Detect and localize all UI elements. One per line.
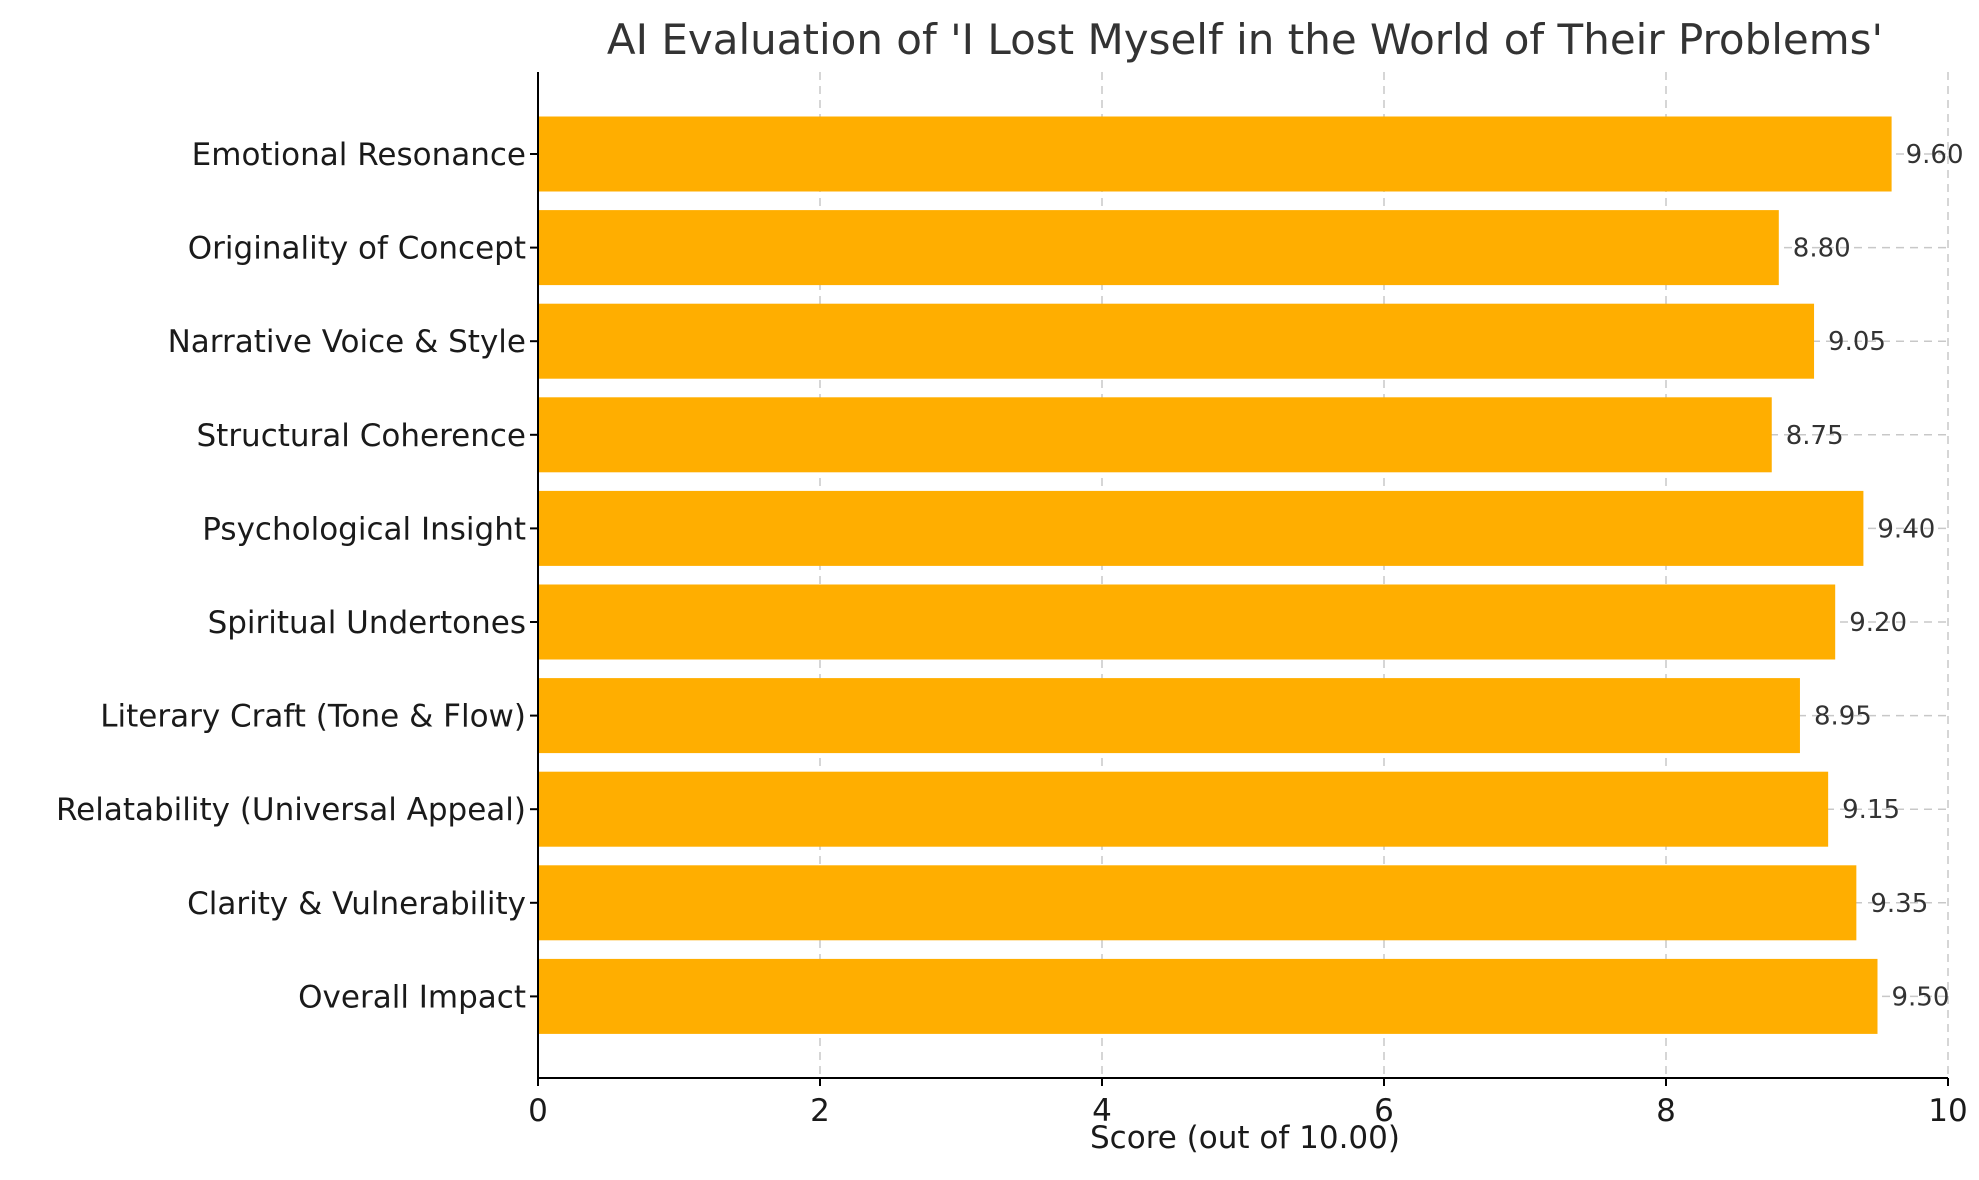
bar (538, 584, 1836, 660)
x-tick-label: 8 (1656, 1093, 1676, 1129)
bars (538, 116, 1892, 1034)
bar (538, 678, 1800, 754)
category-label: Overall Impact (298, 979, 526, 1015)
bar (538, 958, 1878, 1034)
bar (538, 116, 1892, 192)
x-tick-label: 2 (810, 1093, 830, 1129)
bar-value-label: 9.60 (1906, 140, 1964, 170)
category-label: Emotional Resonance (192, 137, 526, 173)
bar (538, 865, 1857, 941)
bar-value-label: 9.05 (1828, 327, 1886, 357)
category-label: Clarity & Vulnerability (187, 886, 526, 922)
value-labels: 9.60 8.80 9.05 8.75 9.40 9.20 8.95 9.15 9.35 9.50 (1786, 140, 1964, 1012)
bar (538, 210, 1779, 286)
category-label: Narrative Voice & Style (168, 324, 526, 360)
x-tick-label: 10 (1928, 1093, 1967, 1129)
x-axis-label: Score (out of 10.00) (1090, 1120, 1400, 1156)
x-tick-label: 0 (528, 1093, 548, 1129)
category-label: Relatability (Universal Appeal) (56, 792, 526, 828)
bar (538, 490, 1864, 566)
bar-value-label: 9.40 (1877, 514, 1935, 544)
category-label: Originality of Concept (188, 231, 526, 267)
bar (538, 397, 1772, 473)
bar-value-label: 8.80 (1793, 234, 1851, 264)
category-label: Literary Craft (Tone & Flow) (100, 699, 526, 735)
category-labels: Emotional Resonance Originality of Concep… (56, 137, 526, 1015)
bar-value-label: 9.20 (1849, 608, 1907, 638)
x-tick-label: 4 (1092, 1093, 1112, 1129)
bar-value-label: 8.75 (1786, 421, 1844, 451)
x-tick-labels: 0 2 4 6 8 10 (528, 1093, 1968, 1129)
axes (530, 72, 1949, 1086)
category-label: Structural Coherence (196, 418, 526, 454)
bar-value-label: 8.95 (1814, 702, 1872, 732)
x-tick-label: 6 (1374, 1093, 1394, 1129)
bar-value-label: 9.35 (1870, 889, 1928, 919)
bar-value-label: 9.15 (1842, 795, 1900, 825)
bar (538, 771, 1829, 847)
chart-title: AI Evaluation of 'I Lost Myself in the W… (607, 15, 1883, 64)
category-label: Psychological Insight (202, 511, 526, 547)
category-label: Spiritual Undertones (208, 605, 526, 641)
bar-value-label: 9.50 (1892, 982, 1950, 1012)
bar (538, 303, 1815, 379)
